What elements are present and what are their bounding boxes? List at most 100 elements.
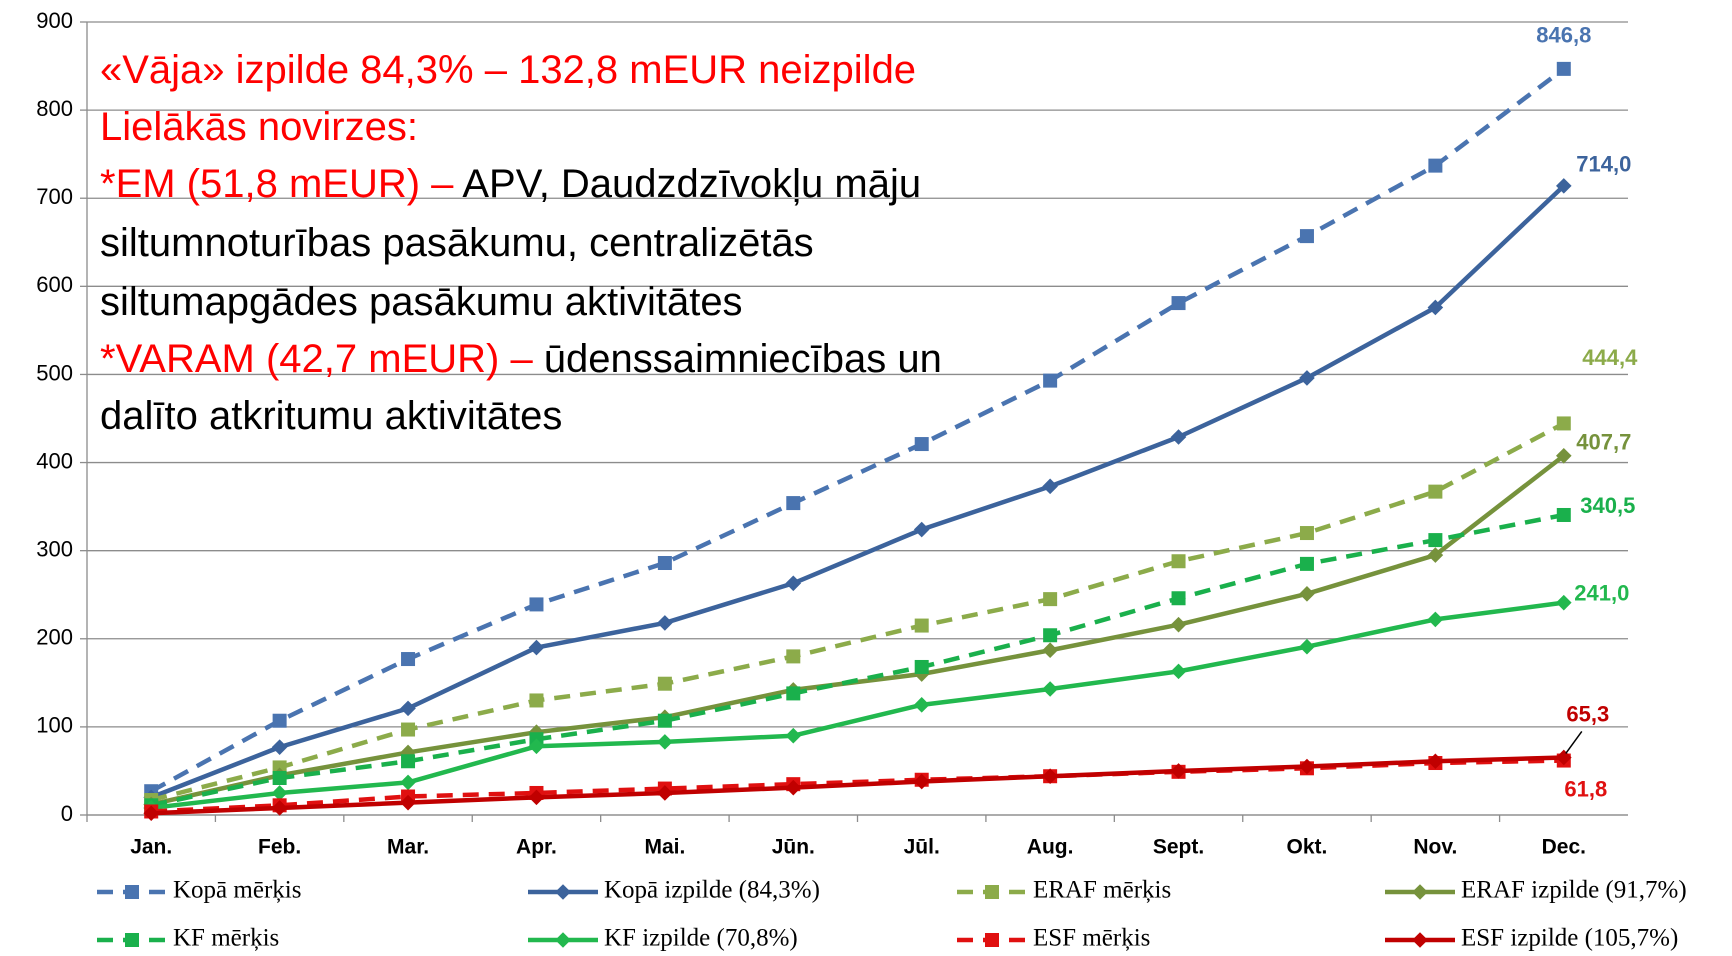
annotation-line: Lielākās novirzes: (100, 105, 418, 149)
marker (1043, 373, 1058, 388)
marker (1555, 749, 1572, 766)
marker (657, 615, 673, 631)
marker (1556, 507, 1571, 522)
marker (786, 649, 801, 664)
marker (914, 659, 929, 674)
marker (1299, 586, 1315, 602)
leader-line (1565, 731, 1583, 754)
x-tick-label: Aug. (1027, 836, 1074, 859)
y-tick-label: 700 (36, 184, 73, 209)
legend-item: ESF izpilde (105,7%) (1385, 925, 1678, 952)
x-tick-label: Feb. (258, 836, 301, 859)
marker (1170, 616, 1187, 633)
marker (1412, 884, 1428, 900)
marker (272, 770, 287, 785)
legend-label: ERAF mērķis (1033, 877, 1171, 904)
series (144, 61, 1571, 799)
legend-label: KF izpilde (70,8%) (604, 925, 798, 952)
series-line (150, 421, 1565, 803)
marker (529, 597, 544, 612)
marker (1299, 370, 1315, 386)
marker (914, 437, 929, 452)
marker (785, 575, 802, 592)
marker (1299, 229, 1314, 244)
marker (1427, 299, 1444, 316)
annotation-line: siltumapgādes pasākumu aktivitātes (100, 280, 743, 324)
marker (1428, 158, 1443, 173)
x-tick-label: Mar. (387, 836, 429, 859)
x-tick-label: Okt. (1287, 836, 1328, 859)
x-tick-label: Dec. (1542, 836, 1586, 859)
annotation-text: APV, Daudzdzīvokļu māju (462, 162, 921, 206)
y-tick-label: 200 (36, 625, 73, 650)
x-tick-label: Jūn. (772, 836, 815, 859)
series-line (150, 67, 1566, 794)
series-line (151, 755, 1564, 816)
x-tick-label: Jan. (130, 836, 172, 859)
y-tick-label: 0 (61, 801, 73, 826)
annotation-line: siltumnoturības pasākumu, centralizētās (100, 221, 814, 265)
y-tick-label: 100 (36, 713, 73, 738)
series (143, 447, 1572, 813)
y-tick-label: 400 (36, 448, 73, 473)
marker (1428, 484, 1443, 499)
marker (1043, 628, 1058, 643)
legend-label: KF mērķis (173, 925, 279, 952)
annotation-line: *EM (51,8 mEUR) – APV, Daudzdzīvokļu māj… (100, 162, 921, 206)
marker (1428, 533, 1443, 548)
legend-item: Kopā izpilde (84,3%) (528, 877, 820, 904)
marker (528, 639, 545, 656)
marker (1427, 753, 1444, 770)
series-line (150, 512, 1565, 808)
marker (271, 800, 288, 816)
legend-item: KF izpilde (70,8%) (528, 925, 798, 952)
annotation-text: siltumnoturības pasākumu, centralizētās (100, 221, 814, 265)
y-tick-label: 300 (36, 536, 73, 561)
data-label: 846,8 (1536, 23, 1591, 48)
marker (913, 773, 930, 790)
marker (272, 760, 287, 775)
annotation-text: *VARAM (42,7 mEUR) – (100, 337, 544, 381)
y-tick-label: 500 (36, 360, 73, 385)
x-tick-label: Nov. (1413, 836, 1457, 859)
marker (1556, 61, 1571, 76)
marker (1299, 526, 1314, 541)
marker (657, 556, 672, 571)
data-label: 444,4 (1582, 345, 1638, 370)
y-tick-label: 600 (36, 272, 73, 297)
marker (1042, 478, 1058, 495)
y-tick-label: 800 (36, 96, 73, 121)
annotation-text: dalīto atkritumu aktivitātes (100, 394, 562, 438)
annotation-line: dalīto atkritumu aktivitātes (100, 394, 562, 438)
data-label: 65,3 (1566, 701, 1609, 726)
legend-item: ESF mērķis (957, 925, 1150, 952)
marker (657, 713, 672, 728)
marker (1299, 638, 1315, 655)
series (143, 594, 1572, 816)
marker (914, 618, 929, 633)
marker (1171, 591, 1186, 606)
marker (555, 884, 571, 900)
marker (985, 885, 999, 899)
marker (1042, 681, 1058, 697)
annotation-text: siltumapgādes pasākumu aktivitātes (100, 280, 743, 324)
marker (528, 789, 545, 806)
marker (1427, 611, 1444, 628)
marker (1555, 594, 1572, 611)
marker (400, 700, 416, 717)
legend-label: Kopā mērķis (173, 877, 301, 904)
marker (401, 652, 416, 667)
marker (786, 496, 801, 511)
series-line (150, 184, 1566, 800)
marker (1170, 763, 1187, 779)
annotation-line: «Vāja» izpilde 84,3% – 132,8 mEUR neizpi… (100, 48, 916, 92)
marker (271, 785, 288, 801)
marker (785, 727, 802, 744)
marker (400, 774, 416, 791)
legend-label: ERAF izpilde (91,7%) (1461, 877, 1687, 904)
marker (657, 734, 673, 750)
marker (1555, 447, 1572, 464)
x-tick-label: Sept. (1153, 836, 1204, 859)
series-line (150, 453, 1566, 807)
